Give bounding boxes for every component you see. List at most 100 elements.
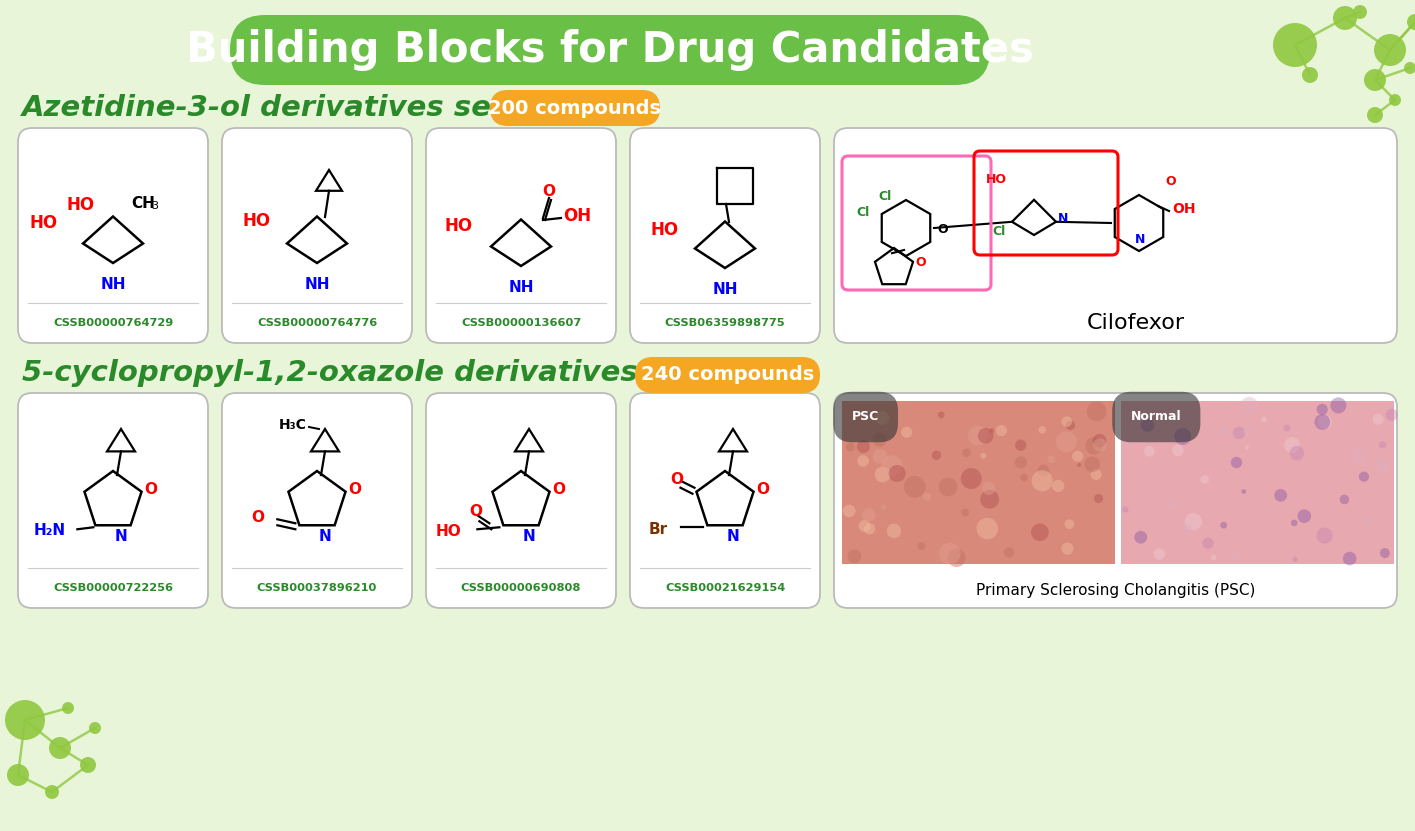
Circle shape (1047, 455, 1056, 463)
Circle shape (961, 509, 969, 516)
Circle shape (901, 426, 913, 438)
Circle shape (1094, 494, 1104, 503)
Circle shape (50, 737, 71, 759)
Text: CSSB00000764729: CSSB00000764729 (52, 318, 173, 328)
Circle shape (876, 411, 889, 425)
Text: NH: NH (304, 277, 330, 292)
Circle shape (1285, 471, 1289, 476)
Text: HO: HO (30, 214, 58, 232)
Text: O: O (937, 223, 948, 236)
Circle shape (1085, 437, 1102, 455)
Text: NH: NH (712, 282, 737, 297)
Circle shape (1182, 524, 1193, 536)
Text: N: N (1135, 233, 1145, 246)
Circle shape (1203, 538, 1214, 549)
Circle shape (882, 504, 886, 509)
FancyBboxPatch shape (630, 393, 821, 608)
Circle shape (1220, 427, 1230, 435)
Text: Normal: Normal (1131, 411, 1182, 424)
Circle shape (1061, 543, 1074, 555)
Text: O: O (144, 482, 157, 497)
Circle shape (862, 509, 876, 522)
Text: 200 compounds: 200 compounds (488, 99, 661, 117)
Circle shape (1303, 421, 1309, 426)
Circle shape (948, 548, 966, 567)
Text: N: N (524, 529, 536, 544)
Text: Building Blocks for Drug Candidates: Building Blocks for Drug Candidates (185, 29, 1034, 71)
Text: 3: 3 (151, 201, 158, 211)
Circle shape (6, 700, 45, 740)
Circle shape (1271, 454, 1275, 458)
Circle shape (857, 455, 869, 467)
Circle shape (7, 764, 28, 786)
Circle shape (1364, 69, 1387, 91)
Circle shape (1087, 401, 1107, 421)
Text: CH: CH (132, 195, 154, 210)
Text: HO: HO (242, 212, 270, 230)
Circle shape (1084, 456, 1099, 472)
Circle shape (1032, 470, 1053, 491)
Circle shape (1385, 409, 1398, 421)
Circle shape (981, 453, 986, 459)
Circle shape (1015, 440, 1026, 450)
Circle shape (848, 549, 862, 563)
Circle shape (1380, 548, 1390, 558)
Circle shape (873, 449, 887, 464)
Text: CSSB00000690808: CSSB00000690808 (461, 583, 582, 593)
Circle shape (1374, 34, 1407, 66)
Circle shape (1220, 522, 1227, 529)
Circle shape (45, 785, 59, 799)
Circle shape (1343, 552, 1357, 565)
FancyBboxPatch shape (842, 401, 1115, 564)
Circle shape (1298, 509, 1312, 523)
Circle shape (1302, 67, 1317, 83)
Circle shape (1340, 494, 1350, 504)
Circle shape (940, 543, 961, 564)
Circle shape (989, 428, 995, 433)
Circle shape (1165, 497, 1177, 510)
FancyBboxPatch shape (18, 128, 208, 343)
Text: O: O (468, 504, 483, 519)
Text: N: N (115, 529, 127, 544)
Text: H₂N: H₂N (33, 523, 65, 538)
Circle shape (874, 466, 890, 482)
Text: Cl: Cl (992, 225, 1005, 238)
Circle shape (1404, 62, 1415, 74)
Circle shape (1056, 431, 1077, 452)
Circle shape (843, 504, 856, 518)
FancyBboxPatch shape (833, 393, 1397, 608)
Circle shape (982, 482, 995, 495)
Circle shape (1330, 397, 1346, 413)
Circle shape (1316, 528, 1333, 543)
Text: NH: NH (100, 277, 126, 292)
Circle shape (981, 489, 999, 509)
Circle shape (1230, 550, 1240, 560)
FancyBboxPatch shape (630, 128, 821, 343)
Circle shape (1358, 471, 1370, 482)
Circle shape (978, 428, 993, 444)
Circle shape (1005, 548, 1015, 558)
Circle shape (931, 450, 941, 460)
Circle shape (1316, 404, 1327, 415)
Circle shape (1289, 446, 1305, 460)
Circle shape (1353, 5, 1367, 19)
Circle shape (968, 425, 988, 445)
Circle shape (1073, 450, 1084, 462)
Text: Cl: Cl (856, 206, 869, 219)
Circle shape (904, 476, 925, 498)
Circle shape (996, 425, 1007, 436)
Text: HO: HO (649, 221, 678, 239)
Text: O: O (542, 184, 556, 199)
Circle shape (1350, 448, 1367, 464)
Circle shape (1174, 428, 1191, 445)
Circle shape (1241, 397, 1258, 415)
Circle shape (917, 542, 925, 550)
Circle shape (1140, 418, 1155, 432)
Circle shape (1020, 474, 1027, 481)
Text: Azetidine-3-ol derivatives set: Azetidine-3-ol derivatives set (23, 94, 507, 122)
Circle shape (1261, 416, 1266, 422)
Text: HO: HO (986, 173, 1007, 186)
Circle shape (62, 702, 74, 714)
Text: CSSB00037896210: CSSB00037896210 (256, 583, 378, 593)
Text: H₃C: H₃C (279, 418, 307, 432)
